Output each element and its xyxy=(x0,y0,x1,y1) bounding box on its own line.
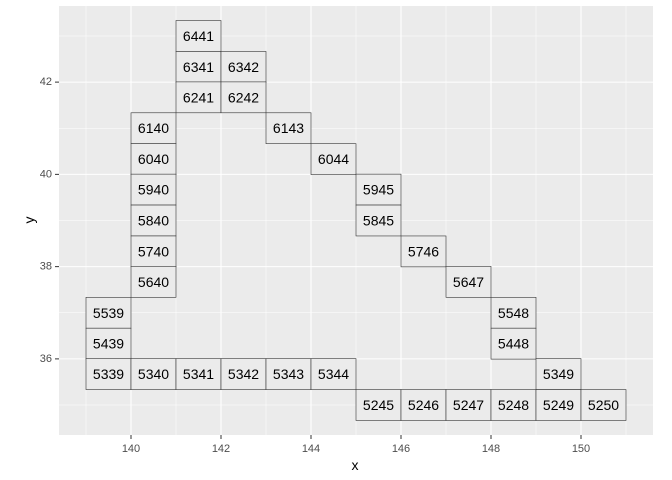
tile-label: 5548 xyxy=(498,305,529,321)
tile xyxy=(85,297,132,329)
tile-label: 5250 xyxy=(588,397,619,413)
tile xyxy=(130,235,177,268)
tile-label: 5439 xyxy=(93,336,124,352)
tile-label: 5845 xyxy=(363,213,394,229)
tile-label: 6441 xyxy=(183,28,214,44)
tile-label: 6140 xyxy=(138,120,169,136)
tile-label: 6044 xyxy=(318,151,349,167)
x-tick-label: 144 xyxy=(302,443,320,455)
tile xyxy=(175,20,222,52)
tile xyxy=(175,51,222,83)
tile-label: 5640 xyxy=(138,274,169,290)
tile-label: 5448 xyxy=(498,336,529,352)
tile xyxy=(265,358,312,390)
tile-label: 5746 xyxy=(408,243,439,259)
tile xyxy=(130,143,177,175)
tile xyxy=(580,389,627,421)
tile xyxy=(490,327,537,360)
tile xyxy=(310,358,357,390)
y-tick-label: 36 xyxy=(40,353,52,365)
tile-label: 5349 xyxy=(543,366,574,382)
tile-label: 6241 xyxy=(183,89,214,105)
tile-label: 5341 xyxy=(183,366,214,382)
x-axis-title: x xyxy=(352,457,359,473)
tile xyxy=(355,204,402,237)
tile-label: 5343 xyxy=(273,366,304,382)
tile-label: 5344 xyxy=(318,366,349,382)
tile xyxy=(445,389,492,421)
tile-label: 5342 xyxy=(228,366,259,382)
tile-label: 5840 xyxy=(138,213,169,229)
tile-label: 6040 xyxy=(138,151,169,167)
tile xyxy=(310,143,357,175)
x-tick-label: 150 xyxy=(572,443,590,455)
tile-label: 5340 xyxy=(138,366,169,382)
tile-label: 6341 xyxy=(183,59,214,75)
tile xyxy=(490,389,537,421)
tile xyxy=(175,358,222,390)
tile-label: 5245 xyxy=(363,397,394,413)
y-tick-label: 42 xyxy=(40,76,52,88)
tile xyxy=(130,112,177,144)
x-tick-label: 146 xyxy=(392,443,410,455)
tile xyxy=(130,173,177,206)
tiles: 6441 6341 6342 6241 6242 6140 6143 6040 6044 5940… xyxy=(85,20,627,421)
tile-label: 6242 xyxy=(228,89,259,105)
y-tick-label: 40 xyxy=(40,168,52,180)
tile-label: 6143 xyxy=(273,120,304,136)
tile-label: 5247 xyxy=(453,397,484,413)
y-tick-label: 38 xyxy=(40,261,52,273)
tile xyxy=(220,51,267,83)
tile xyxy=(130,358,177,390)
tile-label: 5740 xyxy=(138,243,169,259)
tile-label: 5539 xyxy=(93,305,124,321)
tile xyxy=(130,266,177,298)
x-tick-label: 148 xyxy=(482,443,500,455)
axes: 140 142 144 146 148 150 36 38 40 42 xyxy=(40,76,590,455)
tile-label: 6342 xyxy=(228,59,259,75)
x-tick-label: 140 xyxy=(122,443,140,455)
tile-label: 5940 xyxy=(138,182,169,198)
tile xyxy=(85,358,132,390)
tile-label: 5339 xyxy=(93,366,124,382)
tile xyxy=(445,266,492,298)
tile-label: 5249 xyxy=(543,397,574,413)
tile xyxy=(355,173,402,206)
tile xyxy=(220,81,267,114)
tile xyxy=(265,112,312,144)
tile-label: 5248 xyxy=(498,397,529,413)
tile xyxy=(535,358,582,390)
tile xyxy=(400,235,447,268)
tile-label: 5246 xyxy=(408,397,439,413)
tile-label: 5647 xyxy=(453,274,484,290)
y-axis-title: y xyxy=(21,217,37,224)
tile-label: 5945 xyxy=(363,182,394,198)
tile xyxy=(490,297,537,329)
x-tick-label: 142 xyxy=(212,443,230,455)
tile xyxy=(130,204,177,237)
